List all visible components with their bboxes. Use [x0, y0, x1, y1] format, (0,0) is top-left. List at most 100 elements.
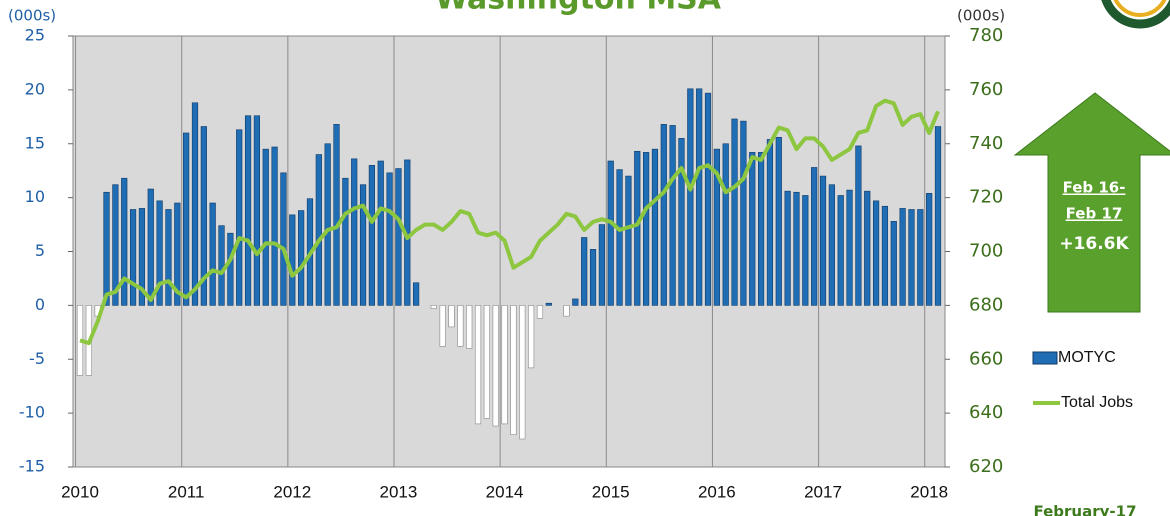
- bar: [572, 298, 579, 306]
- y-tick-label: 0: [35, 295, 45, 314]
- bar: [819, 175, 827, 306]
- bar: [147, 188, 154, 306]
- bar: [377, 160, 384, 306]
- bar: [156, 200, 163, 306]
- legend-swatch: [1032, 351, 1058, 365]
- bar: [430, 305, 437, 309]
- bar: [439, 305, 446, 347]
- y-tick-label: -10: [19, 403, 45, 422]
- y2-tick-label: 640: [969, 402, 1003, 423]
- y2-tick-label: 660: [969, 348, 1003, 369]
- bar: [890, 221, 897, 306]
- bar: [324, 143, 331, 306]
- y2-tick-label: 740: [969, 133, 1003, 154]
- bar: [448, 305, 455, 328]
- legend-label: Total Jobs: [1061, 394, 1133, 411]
- bar: [775, 136, 782, 306]
- bar: [634, 150, 641, 306]
- annotation: Feb 16-: [1063, 179, 1126, 197]
- bar: [200, 126, 207, 306]
- bar: [855, 145, 862, 306]
- bar: [244, 115, 252, 306]
- bar: [227, 232, 234, 306]
- x-tick-label: 2014: [486, 482, 524, 501]
- bar: [811, 167, 818, 306]
- bar: [837, 195, 844, 306]
- bar: [368, 165, 375, 306]
- bar: [802, 195, 809, 306]
- bar: [519, 305, 526, 440]
- x-tick-label: 2011: [168, 482, 205, 501]
- bar: [271, 146, 278, 306]
- bar: [589, 249, 597, 306]
- bar: [501, 305, 508, 425]
- y-unit: (000s): [8, 7, 56, 25]
- bar: [209, 202, 216, 306]
- bar: [669, 125, 676, 306]
- bar: [129, 209, 137, 306]
- logo-ring: [1113, 0, 1167, 17]
- bar: [483, 305, 490, 419]
- y-tick-label: 25: [25, 26, 45, 45]
- x-tick-label: 2016: [698, 482, 736, 501]
- bar: [828, 184, 835, 306]
- x-tick-label: 2015: [592, 482, 630, 501]
- bar: [660, 124, 667, 306]
- bar: [713, 148, 720, 306]
- x-tick-label: 2012: [273, 482, 311, 501]
- y2-tick-label: 680: [969, 294, 1003, 315]
- y-tick-label: 5: [35, 241, 45, 260]
- bar: [757, 152, 765, 306]
- bar: [262, 148, 269, 306]
- y2-tick-label: 780: [969, 25, 1003, 46]
- y-tick-label: 20: [25, 79, 45, 98]
- bar: [138, 208, 146, 306]
- bar: [607, 160, 614, 306]
- bar: [643, 152, 650, 306]
- bar: [625, 175, 632, 306]
- bar: [191, 102, 199, 306]
- y-tick-label: 15: [25, 133, 45, 152]
- bar: [236, 129, 243, 306]
- bar: [678, 138, 685, 306]
- bar: [165, 209, 172, 306]
- bar: [528, 305, 535, 369]
- bar: [253, 115, 261, 306]
- chart-title: Washington MSA: [435, 0, 722, 17]
- bar: [598, 224, 605, 306]
- bar: [846, 189, 853, 306]
- bar: [696, 88, 703, 306]
- bar: [351, 158, 358, 306]
- bar: [218, 225, 225, 306]
- y-tick-label: 10: [25, 187, 45, 206]
- line: [79, 98, 940, 346]
- bar: [121, 177, 128, 306]
- x-tick-label: 2018: [910, 482, 948, 501]
- bar: [466, 305, 473, 349]
- bar: [563, 305, 570, 317]
- legend-label: MOTYC: [1058, 349, 1116, 366]
- bar: [793, 191, 800, 306]
- bar: [280, 172, 287, 306]
- bar: [183, 132, 190, 306]
- y2-tick-label: 620: [969, 456, 1003, 477]
- x-tick-label: 2010: [61, 482, 99, 501]
- y2-unit: (000s): [957, 7, 1005, 25]
- bar: [510, 305, 517, 435]
- bar: [581, 237, 588, 306]
- bar: [899, 208, 906, 306]
- bar: [616, 169, 623, 306]
- bar: [687, 88, 694, 306]
- bar: [333, 124, 340, 306]
- bar: [474, 305, 482, 425]
- bar: [784, 190, 791, 306]
- bar: [740, 120, 747, 306]
- bar: [492, 305, 499, 427]
- bar: [395, 168, 402, 306]
- bar: [413, 282, 420, 306]
- bar: [342, 177, 349, 306]
- bar: [908, 209, 915, 306]
- bar: [872, 200, 880, 306]
